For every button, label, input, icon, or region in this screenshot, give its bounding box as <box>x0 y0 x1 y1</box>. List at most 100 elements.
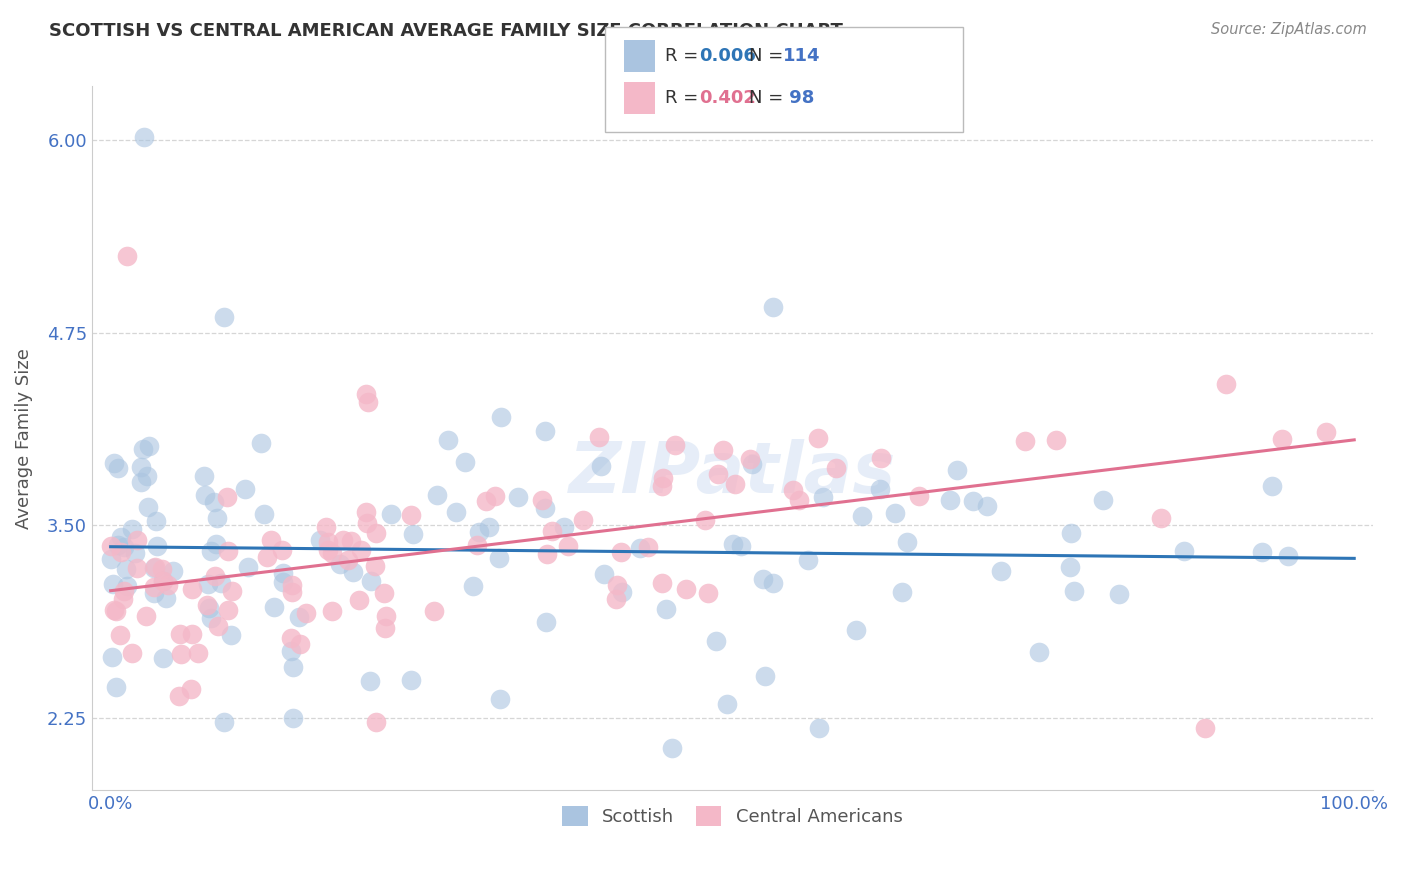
Point <box>180 682 202 697</box>
Point <box>200 611 222 625</box>
Point <box>350 542 373 557</box>
Point <box>260 533 283 547</box>
Point <box>124 546 146 560</box>
Point <box>263 599 285 614</box>
Point <box>271 566 294 580</box>
Point <box>754 668 776 682</box>
Point <box>762 576 785 591</box>
Point <box>115 249 138 263</box>
Text: 98: 98 <box>783 89 814 107</box>
Point <box>280 644 302 658</box>
Point <box>475 493 498 508</box>
Point <box>589 458 612 473</box>
Point <box>283 710 305 724</box>
Point <box>536 547 558 561</box>
Point <box>446 505 468 519</box>
Point <box>142 580 165 594</box>
Point <box>1215 377 1237 392</box>
Point <box>136 468 159 483</box>
Point <box>288 637 311 651</box>
Point <box>374 621 396 635</box>
Point <box>1091 493 1114 508</box>
Point <box>195 598 218 612</box>
Point <box>204 569 226 583</box>
Point <box>489 691 512 706</box>
Point <box>197 577 219 591</box>
Text: ZIPatlas: ZIPatlas <box>569 439 896 508</box>
Point <box>870 450 893 465</box>
Point <box>375 609 398 624</box>
Point <box>271 542 294 557</box>
Point <box>695 512 717 526</box>
Text: Source: ZipAtlas.com: Source: ZipAtlas.com <box>1211 22 1367 37</box>
Point <box>181 627 204 641</box>
Point <box>221 583 243 598</box>
Point <box>883 506 905 520</box>
Point <box>461 579 484 593</box>
Point <box>316 534 339 549</box>
Point <box>205 536 228 550</box>
Point <box>359 673 381 688</box>
Point <box>167 689 190 703</box>
Point <box>145 514 167 528</box>
Point <box>169 627 191 641</box>
Point <box>716 697 738 711</box>
Point <box>194 488 217 502</box>
Point <box>221 628 243 642</box>
Point <box>129 460 152 475</box>
Point <box>131 442 153 457</box>
Point <box>112 540 135 554</box>
Point <box>465 538 488 552</box>
Point <box>1251 545 1274 559</box>
Point <box>294 607 316 621</box>
Point <box>380 507 402 521</box>
Point <box>628 541 651 555</box>
Point <box>152 574 174 588</box>
Point <box>825 461 848 475</box>
Point <box>946 463 969 477</box>
Point <box>342 566 364 580</box>
Point <box>136 500 159 514</box>
Point <box>962 493 984 508</box>
Point <box>103 603 125 617</box>
Point <box>256 549 278 564</box>
Point <box>844 623 866 637</box>
Point <box>212 310 235 325</box>
Point <box>399 673 422 687</box>
Point <box>488 550 510 565</box>
Point <box>121 646 143 660</box>
Point <box>143 585 166 599</box>
Point <box>423 604 446 618</box>
Point <box>105 681 128 695</box>
Point <box>107 461 129 475</box>
Point <box>437 433 460 447</box>
Point <box>366 715 388 730</box>
Point <box>730 539 752 553</box>
Point <box>336 552 359 566</box>
Point <box>1063 584 1085 599</box>
Point <box>271 574 294 589</box>
Point <box>661 741 683 756</box>
Point <box>103 576 125 591</box>
Point <box>217 490 239 504</box>
Point <box>112 584 135 599</box>
Point <box>146 539 169 553</box>
Text: R =: R = <box>665 89 704 107</box>
Point <box>138 439 160 453</box>
Point <box>651 575 673 590</box>
Point <box>752 572 775 586</box>
Point <box>723 537 745 551</box>
Point <box>125 533 148 547</box>
Point <box>360 574 382 588</box>
Point <box>281 660 304 674</box>
Point <box>107 538 129 552</box>
Point <box>321 545 343 559</box>
Point <box>553 520 575 534</box>
Point <box>707 467 730 481</box>
Point <box>1045 434 1067 448</box>
Point <box>187 646 209 660</box>
Point <box>637 540 659 554</box>
Point <box>250 436 273 450</box>
Point <box>135 608 157 623</box>
Point <box>170 648 193 662</box>
